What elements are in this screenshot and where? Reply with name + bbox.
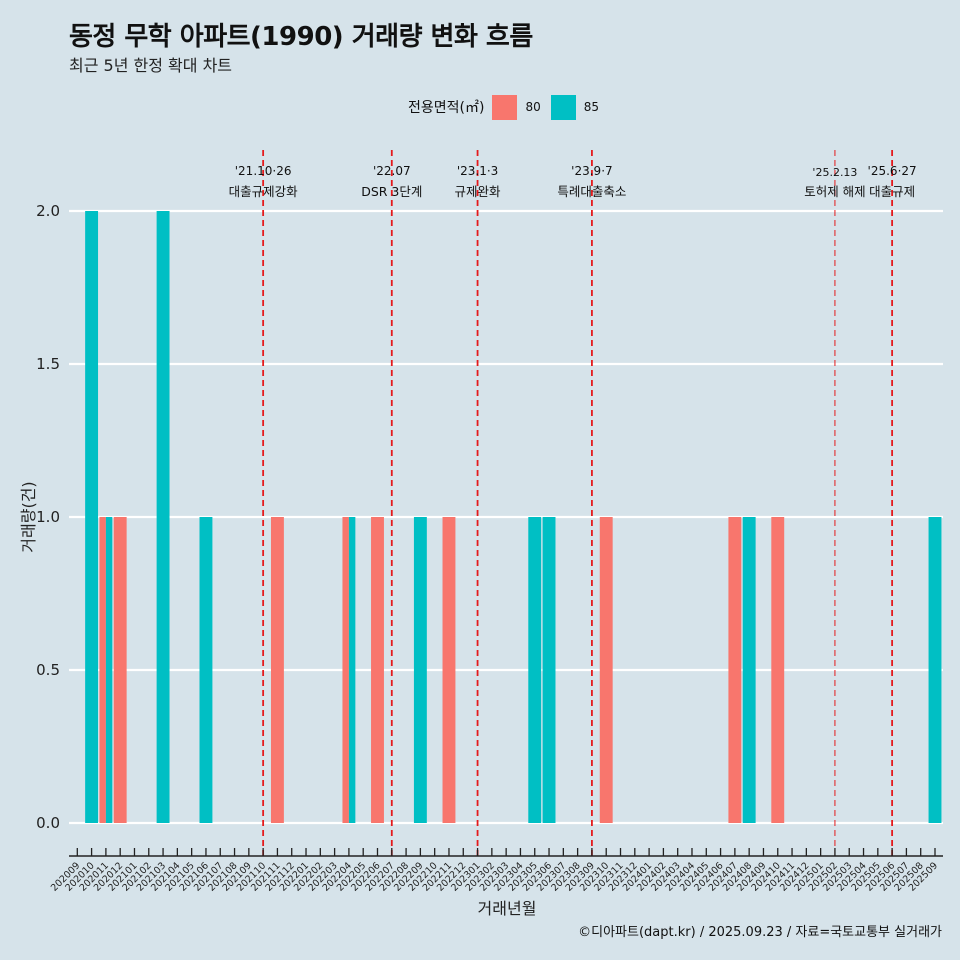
- bar-85-202204: [348, 517, 356, 823]
- legend-title: 전용면적(㎡): [408, 100, 485, 116]
- bar-85-202010: [85, 211, 99, 823]
- bar-85-202509: [928, 517, 942, 823]
- caption: ©디아파트(dapt.kr) / 2025.09.23 / 자료=국토교통부 실…: [578, 925, 942, 940]
- event-date: '23.1·3: [457, 164, 498, 178]
- bar-85-202209: [413, 517, 427, 823]
- bar-80-202111: [270, 517, 284, 823]
- y-tick-label: 1.5: [36, 355, 60, 373]
- bar-85-202408: [742, 517, 756, 823]
- chart-title: 동정 무학 아파트(1990) 거래량 변화 흐름: [69, 22, 533, 52]
- y-tick-label: 0.0: [36, 814, 60, 832]
- y-tick-label: 0.5: [36, 661, 60, 679]
- legend-swatch-85: [550, 94, 576, 120]
- bar-80-202407: [728, 517, 742, 823]
- event-date: '21.10·26: [235, 164, 292, 178]
- bar-80-202211: [442, 517, 456, 823]
- legend-label-85: 85: [583, 100, 600, 114]
- event-label: 특례대출축소: [557, 184, 626, 199]
- event-date: '22.07: [373, 164, 411, 178]
- gridlines: [69, 209, 943, 825]
- bar-85-202106: [199, 517, 213, 823]
- bar-80-202410: [771, 517, 785, 823]
- legend: 전용면적(㎡) 80 85: [408, 93, 609, 121]
- bar-85-202011: [105, 517, 113, 823]
- bar-80-202204: [342, 517, 349, 823]
- axes: 0.00.51.01.52.02020092020102020112020122…: [36, 202, 943, 894]
- event-date: '25.2.13: [812, 166, 857, 179]
- y-tick-label: 2.0: [36, 202, 60, 220]
- event-label: 대출규제: [869, 184, 915, 199]
- bar-80-202206: [371, 517, 384, 823]
- event-date: '25.6·27: [868, 164, 917, 178]
- event-label: 토허제 해제: [804, 184, 865, 199]
- bar-85-202103: [156, 211, 170, 823]
- event-date: '23.9·7: [571, 164, 612, 178]
- bar-85-202306: [542, 517, 556, 823]
- bar-80-202011: [99, 517, 106, 823]
- event-label: 대출규제강화: [229, 184, 299, 199]
- bar-80-202310: [599, 517, 613, 823]
- y-tick-label: 1.0: [36, 508, 60, 526]
- bar-80-202012: [113, 517, 127, 823]
- legend-swatch-80: [492, 94, 518, 120]
- event-label: 규제완화: [455, 184, 502, 199]
- event-label: DSR 3단계: [361, 184, 422, 199]
- y-axis-title: 거래량(건): [19, 481, 38, 552]
- bars: [85, 211, 942, 823]
- event-annotations: '21.10·26 대출규제강화 '22.07 DSR 3단계 '23.1·3 규제완화 '…: [229, 150, 917, 856]
- bar-85-202305: [528, 517, 542, 823]
- chart-subtitle: 최근 5년 한정 확대 차트: [69, 56, 233, 75]
- legend-label-80: 80: [525, 100, 541, 114]
- x-axis-title: 거래년월: [478, 899, 537, 918]
